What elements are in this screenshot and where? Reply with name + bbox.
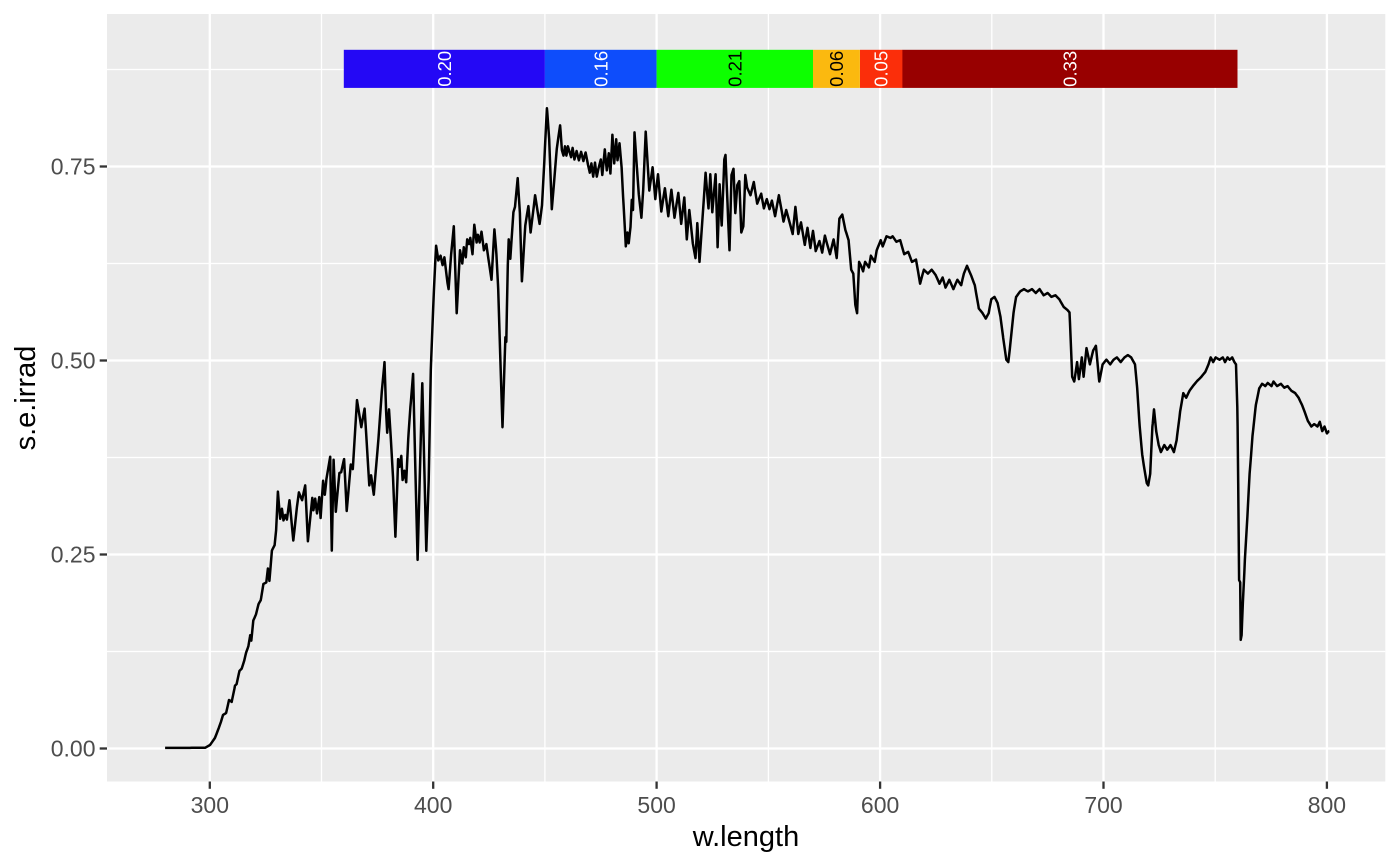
svg-text:600: 600 (861, 792, 899, 818)
svg-text:500: 500 (637, 792, 675, 818)
svg-text:0.05: 0.05 (871, 51, 892, 87)
svg-text:0.00: 0.00 (51, 736, 96, 762)
svg-text:300: 300 (191, 792, 229, 818)
svg-text:0.50: 0.50 (51, 348, 96, 374)
svg-text:400: 400 (414, 792, 452, 818)
svg-text:0.25: 0.25 (51, 542, 96, 568)
svg-text:0.20: 0.20 (434, 51, 455, 87)
svg-text:700: 700 (1084, 792, 1122, 818)
svg-text:0.06: 0.06 (826, 51, 847, 87)
svg-text:w.length: w.length (692, 821, 799, 853)
svg-text:0.33: 0.33 (1060, 51, 1081, 87)
svg-text:s.e.irrad: s.e.irrad (10, 346, 42, 451)
svg-text:800: 800 (1308, 792, 1346, 818)
svg-text:0.16: 0.16 (590, 51, 611, 87)
svg-text:0.75: 0.75 (51, 154, 96, 180)
svg-text:0.21: 0.21 (724, 51, 745, 87)
